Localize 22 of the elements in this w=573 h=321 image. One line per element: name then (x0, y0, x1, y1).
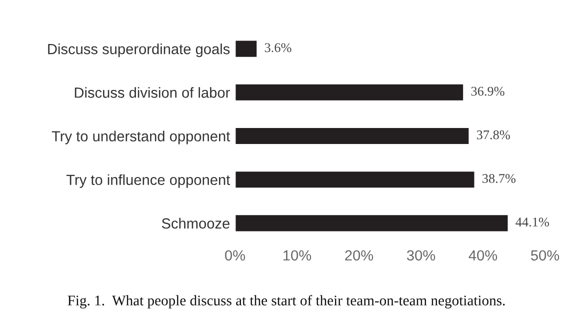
data-label: 44.1% (516, 218, 549, 227)
bar (235, 39, 258, 58)
x-tick-label: 50% (530, 250, 560, 261)
x-tick-label: 0% (225, 250, 246, 261)
x-tick-label: 10% (284, 250, 312, 261)
bar (235, 170, 476, 190)
x-tick-label: 40% (468, 250, 498, 261)
data-label: 37.8% (476, 130, 510, 140)
y-tick-label: Try to influence opponent (66, 174, 230, 188)
y-tick-label: Discuss division of labor (74, 87, 230, 98)
bar (235, 214, 510, 233)
data-label: 36.9% (471, 86, 504, 96)
y-tick-label: Schmooze (162, 218, 230, 229)
x-tick-label: 30% (406, 250, 436, 261)
data-label: 3.6% (264, 43, 292, 52)
bar (235, 82, 464, 102)
caption: Fig. 1. What people discuss at the start of their team-on-team negotiations. (68, 295, 505, 308)
data-label: 38.7% (482, 174, 516, 183)
y-tick-label: Discuss superordinate goals (48, 44, 230, 58)
bar (235, 126, 470, 146)
y-tick-label: Try to understand opponent (52, 130, 230, 144)
x-tick-label: 20% (345, 250, 374, 261)
